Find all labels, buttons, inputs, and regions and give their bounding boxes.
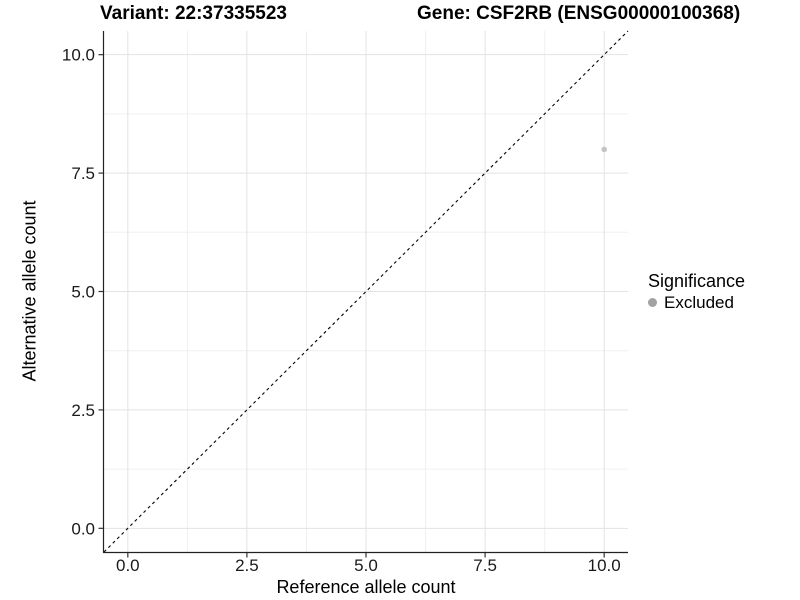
legend-entry-excluded: Excluded [648, 293, 745, 312]
y-tick-label: 5.0 [71, 283, 95, 302]
variant-title: Variant: 22:37335523 [100, 3, 287, 24]
gene-title: Gene: CSF2RB (ENSG00000100368) [417, 3, 741, 24]
y-tick-label: 10.0 [62, 46, 95, 65]
y-tick-label: 0.0 [71, 519, 95, 538]
data-point [601, 146, 607, 153]
y-axis-title: Alternative allele count [19, 200, 40, 382]
legend-entry-label: Excluded [664, 293, 734, 312]
x-tick-label: 2.5 [235, 556, 259, 575]
x-axis-title: Reference allele count [276, 577, 456, 597]
y-tick-label: 7.5 [71, 164, 95, 183]
identity-line [103, 30, 629, 553]
x-tick-label: 5.0 [354, 556, 378, 575]
excluded-point-icon [648, 298, 657, 307]
legend-title: Significance [648, 271, 746, 291]
x-tick-label: 10.0 [588, 556, 621, 575]
y-tick-label: 2.5 [71, 401, 95, 420]
x-tick-label: 0.0 [116, 556, 140, 575]
x-tick-label: 7.5 [473, 556, 497, 575]
legend: Significance Excluded [648, 270, 745, 312]
